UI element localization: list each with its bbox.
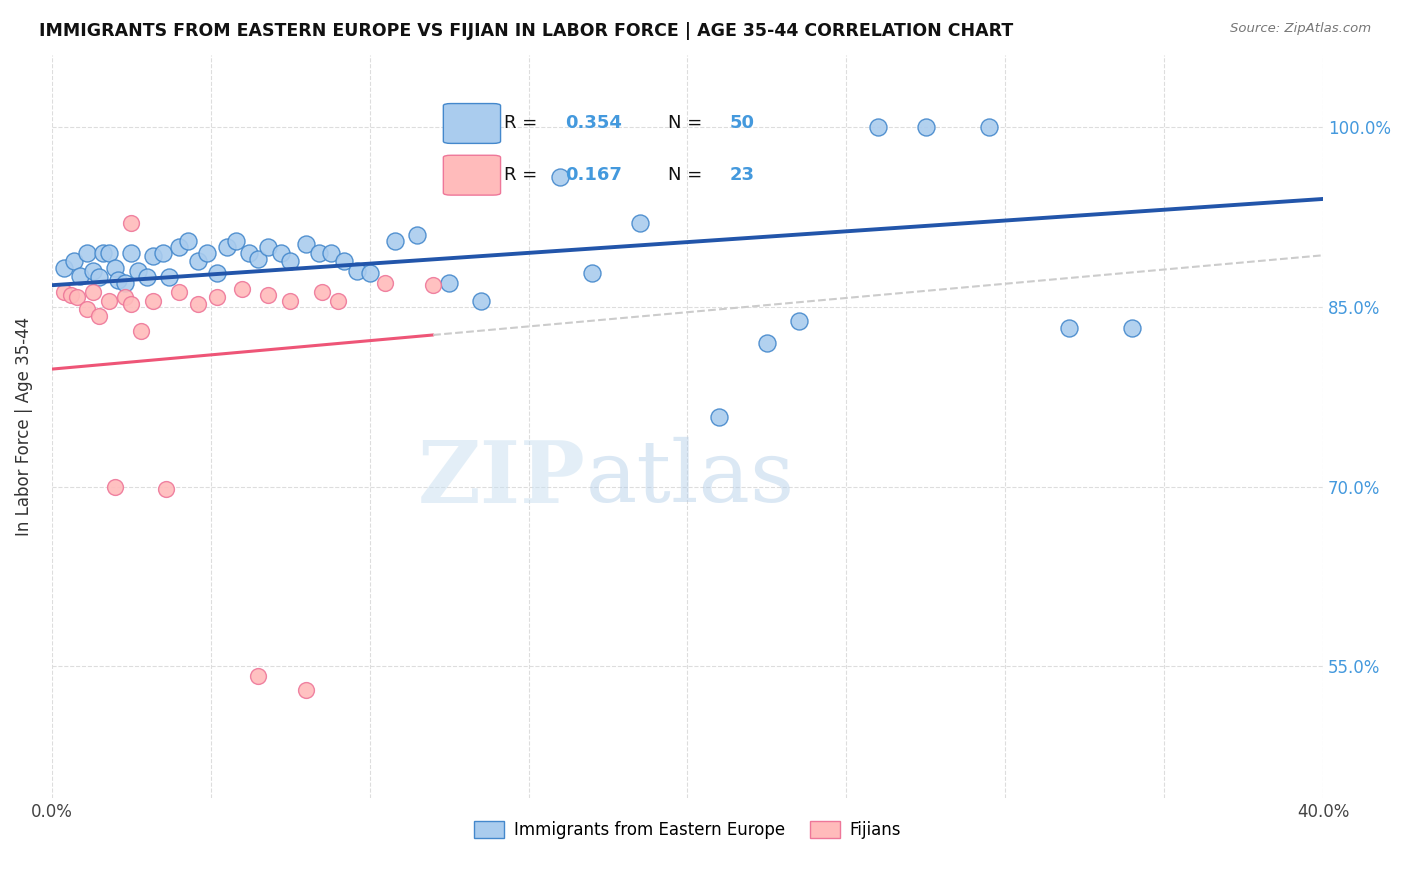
Point — [167, 240, 190, 254]
Point — [257, 240, 280, 254]
Point — [914, 120, 936, 134]
Point — [76, 302, 98, 317]
Point — [231, 282, 253, 296]
Point — [69, 268, 91, 283]
Point — [406, 227, 429, 242]
Point — [152, 245, 174, 260]
Point — [278, 254, 301, 268]
Point — [422, 278, 444, 293]
Point — [129, 324, 152, 338]
Point — [59, 288, 82, 302]
Point — [187, 297, 209, 311]
Point — [53, 285, 76, 300]
Point — [205, 266, 228, 280]
Point — [333, 254, 356, 268]
Point — [53, 261, 76, 276]
Point — [120, 297, 142, 311]
Point — [63, 254, 86, 268]
Point — [374, 276, 396, 290]
Point — [311, 285, 333, 300]
Point — [120, 216, 142, 230]
Point — [1121, 321, 1143, 335]
Point — [91, 245, 114, 260]
Point — [581, 266, 603, 280]
Point — [868, 120, 890, 134]
Point — [142, 250, 165, 264]
Point — [384, 234, 406, 248]
Point — [787, 314, 810, 328]
Point — [76, 245, 98, 260]
Point — [295, 237, 318, 252]
Point — [278, 293, 301, 308]
Point — [97, 245, 120, 260]
Point — [187, 254, 209, 268]
Point — [308, 245, 330, 260]
Point — [89, 269, 111, 284]
Point — [155, 482, 177, 496]
Text: ZIP: ZIP — [418, 437, 586, 521]
Point — [257, 288, 280, 302]
Point — [326, 293, 349, 308]
Point — [167, 285, 190, 300]
Text: Source: ZipAtlas.com: Source: ZipAtlas.com — [1230, 22, 1371, 36]
Point — [270, 245, 292, 260]
Point — [142, 293, 165, 308]
Point — [104, 261, 127, 276]
Point — [295, 683, 318, 698]
Point — [197, 245, 219, 260]
Legend: Immigrants from Eastern Europe, Fijians: Immigrants from Eastern Europe, Fijians — [467, 814, 908, 846]
Point — [82, 264, 104, 278]
Point — [66, 290, 89, 304]
Point — [321, 245, 343, 260]
Point — [550, 170, 572, 185]
Y-axis label: In Labor Force | Age 35-44: In Labor Force | Age 35-44 — [15, 317, 32, 536]
Point — [104, 479, 127, 493]
Text: atlas: atlas — [586, 437, 794, 520]
Text: IMMIGRANTS FROM EASTERN EUROPE VS FIJIAN IN LABOR FORCE | AGE 35-44 CORRELATION : IMMIGRANTS FROM EASTERN EUROPE VS FIJIAN… — [39, 22, 1014, 40]
Point — [247, 669, 270, 683]
Point — [238, 245, 260, 260]
Point — [755, 335, 778, 350]
Point — [177, 234, 200, 248]
Point — [114, 276, 136, 290]
Point — [97, 293, 120, 308]
Point — [979, 120, 1001, 134]
Point — [225, 234, 247, 248]
Point — [157, 269, 180, 284]
Point — [247, 252, 270, 266]
Point — [89, 310, 111, 324]
Point — [205, 290, 228, 304]
Point — [107, 273, 129, 287]
Point — [346, 264, 368, 278]
Point — [114, 290, 136, 304]
Point — [709, 410, 731, 425]
Point — [136, 269, 159, 284]
Point — [127, 264, 149, 278]
Point — [359, 266, 381, 280]
Point — [215, 240, 238, 254]
Point — [437, 276, 460, 290]
Point — [1057, 321, 1080, 335]
Point — [470, 293, 492, 308]
Point — [628, 216, 651, 230]
Point — [82, 285, 104, 300]
Point — [120, 245, 142, 260]
